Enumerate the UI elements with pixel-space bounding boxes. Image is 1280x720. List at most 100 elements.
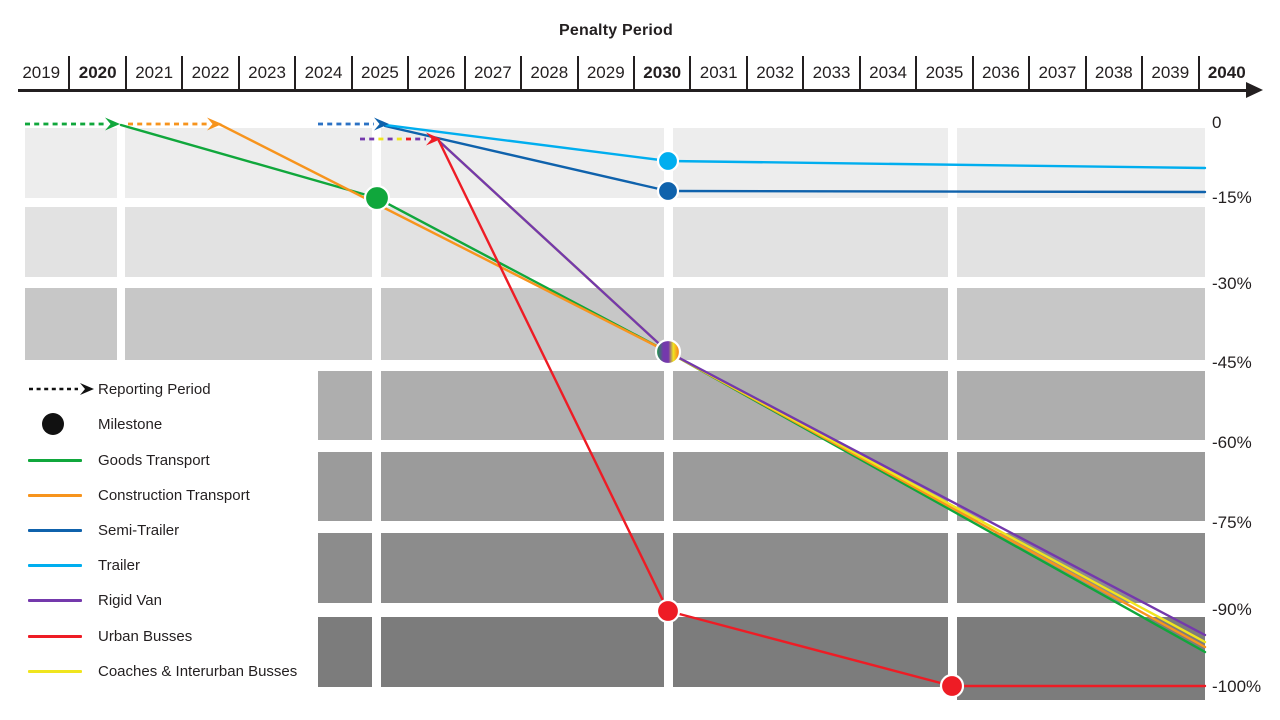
timeline-year-2038: 2038: [1087, 56, 1144, 89]
grid-band-row7: [318, 617, 372, 687]
legend-row-coaches-interurban-busses: Coaches & Interurban Busses: [25, 658, 297, 684]
series-line-urban-busses: [437, 139, 1207, 688]
milestone-dot-icon: [25, 413, 98, 435]
grid-band-row3: [673, 288, 948, 360]
grid-band-row6: [673, 533, 948, 603]
timeline-year-2030: 2030: [635, 56, 692, 89]
y-tick-100: -100%: [1212, 677, 1262, 696]
line-swatch-icon: [25, 563, 98, 567]
grid-band-row7: [957, 617, 1205, 700]
grid-band-row4: [957, 371, 1205, 440]
series-line-goods-transport: [119, 123, 1207, 654]
y-tick-0: 0: [1212, 113, 1222, 132]
legend-label: Rigid Van: [98, 591, 162, 609]
milestone-goods-transport: [363, 184, 391, 212]
timeline-year-2027: 2027: [466, 56, 523, 89]
legend-row-milestone: Milestone: [25, 411, 162, 437]
reporting-arrow-1-head-icon: [105, 117, 120, 131]
milestone-urban-busses: [939, 673, 965, 699]
grid-band-row4: [381, 371, 664, 440]
line-swatch-icon: [28, 598, 82, 602]
legend-label: Coaches & Interurban Busses: [98, 662, 298, 680]
reporting-arrow-1: [25, 117, 120, 131]
grid-band-row2: [125, 207, 372, 277]
grid-band-row1: [957, 128, 1205, 198]
reporting-period-arrows: [25, 117, 441, 146]
legend-row-trailer: Trailer: [25, 552, 140, 578]
line-swatch-icon: [28, 669, 82, 673]
legend-label: Urban Busses: [98, 627, 193, 645]
y-tick-45: -45%: [1212, 353, 1252, 372]
line-swatch-icon: [25, 598, 98, 602]
y-tick-60: -60%: [1212, 433, 1252, 452]
milestone-trailer: [656, 149, 680, 173]
legend-row-semi-trailer: Semi-Trailer: [25, 517, 179, 543]
grid-band-row2: [673, 207, 948, 277]
reporting-arrow-3-head-icon: [374, 117, 389, 131]
milestone-dot-icon: [42, 413, 64, 435]
legend-label: Goods Transport: [98, 451, 210, 469]
legend-label: Reporting Period: [98, 380, 211, 398]
timeline-arrow-icon: [1246, 82, 1263, 98]
line-swatch-icon: [28, 563, 82, 567]
line-swatch-icon: [25, 493, 98, 497]
timeline-year-2028: 2028: [522, 56, 579, 89]
milestone-shared-2030: [654, 338, 682, 366]
grid-bands: [25, 128, 1205, 700]
line-swatch-icon: [25, 634, 98, 638]
line-swatch-icon: [25, 669, 98, 673]
grid-band-row2: [25, 207, 117, 277]
line-swatch-icon: [28, 634, 82, 638]
grid-band-row7: [381, 617, 664, 687]
legend-label: Construction Transport: [98, 486, 250, 504]
grid-band-row2: [957, 207, 1205, 277]
timeline-year-2021: 2021: [127, 56, 184, 89]
legend-label: Trailer: [98, 556, 140, 574]
timeline-year-2022: 2022: [183, 56, 240, 89]
timeline-year-2033: 2033: [804, 56, 861, 89]
timeline-axis-line: [18, 89, 1248, 92]
timeline-year-2023: 2023: [240, 56, 297, 89]
timeline-year-2032: 2032: [748, 56, 805, 89]
dashed-arrow-icon: [29, 383, 94, 395]
grid-band-row6: [957, 533, 1205, 603]
line-swatch-icon: [28, 458, 82, 462]
legend-row-reporting-period: Reporting Period: [25, 376, 211, 402]
legend-row-rigid-van: Rigid Van: [25, 587, 162, 613]
grid-band-row3: [957, 288, 1205, 360]
grid-band-row5: [957, 452, 1205, 521]
timeline-year-2025: 2025: [353, 56, 410, 89]
grid-band-row5: [381, 452, 664, 521]
legend-row-construction-transport: Construction Transport: [25, 482, 250, 508]
timeline-year-2019: 2019: [14, 56, 71, 89]
y-tick-15: -15%: [1212, 188, 1252, 207]
reporting-period-arrow-icon: [25, 381, 98, 397]
legend-label: Semi-Trailer: [98, 521, 180, 539]
milestone-dots: [363, 149, 965, 699]
timeline-year-2037: 2037: [1030, 56, 1087, 89]
grid-band-row7: [673, 617, 948, 687]
y-tick-30: -30%: [1212, 274, 1252, 293]
reporting-arrow-3: [318, 117, 389, 131]
grid-band-row3: [381, 288, 664, 360]
legend-label: Milestone: [98, 415, 163, 433]
line-swatch-icon: [25, 458, 98, 462]
timeline-year-2036: 2036: [974, 56, 1031, 89]
timeline-year-2024: 2024: [296, 56, 353, 89]
reporting-arrow-2-head-icon: [207, 117, 222, 131]
timeline-year-2035: 2035: [917, 56, 974, 89]
timeline-year-2039: 2039: [1143, 56, 1200, 89]
legend-row-urban-busses: Urban Busses: [25, 623, 192, 649]
grid-band-row5: [673, 452, 948, 521]
timeline-year-2034: 2034: [861, 56, 918, 89]
reporting-arrow-4: [360, 132, 441, 146]
milestone-urban-busses: [655, 598, 681, 624]
timeline-year-2031: 2031: [691, 56, 748, 89]
grid-band-row6: [381, 533, 664, 603]
grid-band-row3: [25, 288, 117, 360]
reporting-arrow-2: [128, 117, 222, 131]
milestone-semi-trailer: [656, 179, 680, 203]
line-swatch-icon: [25, 528, 98, 532]
